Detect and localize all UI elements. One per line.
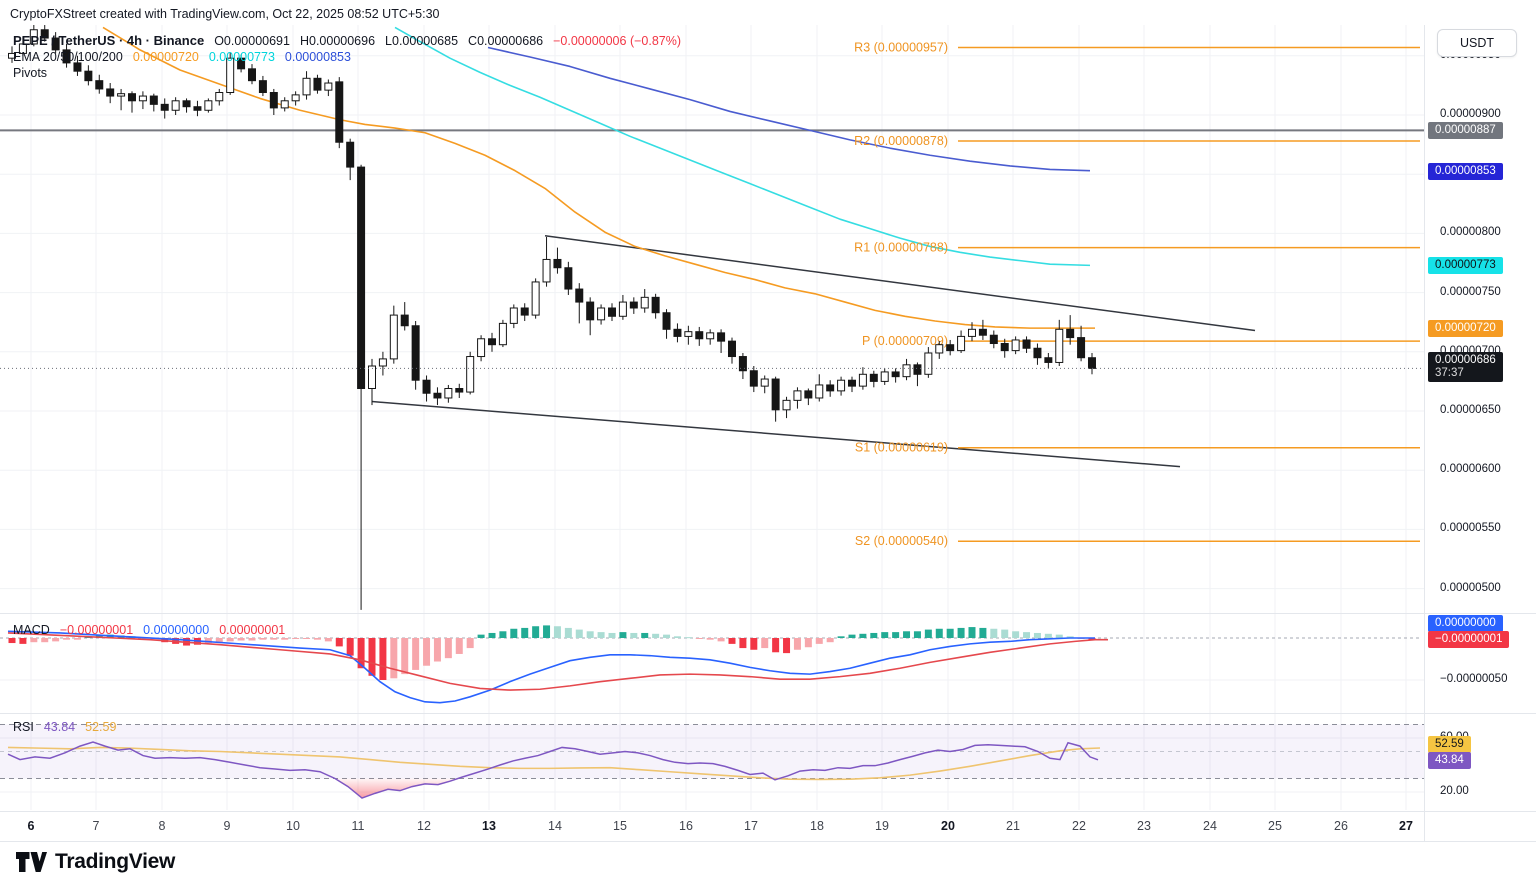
price-axis-label: 20.00	[1440, 785, 1469, 797]
time-axis-label: 6	[27, 819, 35, 833]
time-axis-label: 10	[286, 819, 300, 833]
ema-legend-row: EMA 20/50/100/200 0.00000720 0.00000773 …	[13, 49, 681, 65]
price-badge: 0.00000686 37:37	[1428, 352, 1503, 383]
time-axis-label: 9	[223, 819, 231, 833]
time-axis-label: 13	[482, 819, 496, 833]
tradingview-glyph-icon	[16, 852, 47, 872]
time-axis-label: 12	[417, 819, 431, 833]
price-axis-label: 0.00000800	[1440, 226, 1501, 239]
pivot-lines-layer: R3 (0.00000957) R2 (0.00000878) R1 (0.0000…	[854, 41, 1420, 548]
time-axis-label: 7	[92, 819, 100, 833]
open-value: O0.00000691	[214, 34, 290, 48]
ema-blue-line	[487, 46, 1091, 172]
price-axis-label: 0.00000900	[1440, 108, 1501, 120]
macd-signal-value: 0.00000001	[219, 623, 286, 637]
price-axis-label: 0.00000500	[1440, 581, 1501, 594]
time-axis-label: 18	[810, 819, 824, 833]
pivot-label: P (0.00000709)	[862, 334, 948, 348]
grid-layer	[0, 25, 1424, 810]
pane-separators	[0, 25, 1536, 842]
pivots-legend-row: Pivots	[13, 65, 681, 81]
pivot-label: S2 (0.00000540)	[855, 534, 948, 548]
change-value: −0.00000006 (−0.87%)	[553, 34, 682, 48]
time-axis-label: 26	[1334, 819, 1348, 833]
close-value: C0.00000686	[468, 34, 544, 48]
tradingview-logo[interactable]: TradingView	[16, 850, 175, 874]
ema-cyan-line	[394, 26, 1091, 267]
rsi-oversold-fill	[335, 778, 458, 799]
macd-pane	[0, 625, 1420, 704]
time-axis-label: 16	[679, 819, 693, 833]
lower-wedge-line	[371, 400, 1181, 468]
currency-toggle-button[interactable]: USDT	[1437, 29, 1517, 57]
price-badge: 0.00000887	[1428, 122, 1503, 140]
rsi-value: 43.84	[43, 720, 76, 734]
macd-signal-line	[7, 632, 1108, 691]
price-axis-label: 0.00000600	[1440, 463, 1501, 476]
price-axis-label: 0.00000650	[1440, 404, 1501, 416]
upper-wedge-line	[544, 235, 1256, 332]
ema-orange-line	[102, 26, 1095, 329]
pivot-label: R2 (0.00000878)	[854, 134, 948, 148]
candles-layer	[8, 25, 1096, 610]
tradingview-wordmark: TradingView	[55, 850, 176, 873]
price-axis-label: 0.00000750	[1440, 285, 1501, 298]
time-axis-label: 23	[1137, 819, 1151, 833]
macd-hist-value: −0.00000001	[59, 623, 134, 637]
symbol-legend: PEPE / TetherUS · 4h · Binance O0.000006…	[13, 33, 681, 81]
attribution-text: CryptoFXStreet created with TradingView.…	[10, 7, 440, 21]
rsi-indicator-label[interactable]: RSI	[13, 720, 34, 734]
macd-indicator-label[interactable]: MACD	[13, 623, 50, 637]
rsi-ma-line	[7, 746, 1101, 781]
macd-legend: MACD −0.00000001 0.00000000 0.00000001	[13, 622, 285, 638]
price-badge: 0.00000720	[1428, 320, 1503, 338]
time-axis-label: 15	[613, 819, 627, 833]
ema-orange-value: 0.00000720	[132, 50, 199, 64]
rsi-legend: RSI 43.84 52.59	[13, 719, 116, 735]
rsi-line	[7, 741, 1099, 799]
time-axis-label: 20	[941, 819, 955, 833]
time-axis-label: 19	[875, 819, 889, 833]
time-axis-label: 27	[1399, 819, 1413, 833]
price-badge: 43.84	[1428, 752, 1471, 769]
price-badge: −0.00000001	[1428, 631, 1510, 648]
symbol-row: PEPE / TetherUS · 4h · Binance O0.000006…	[13, 33, 681, 49]
time-axis-label: 8	[158, 819, 166, 833]
time-axis-label: 14	[548, 819, 562, 833]
ema-indicator-label[interactable]: EMA 20/50/100/200	[13, 50, 123, 64]
time-axis-label: 17	[744, 819, 758, 833]
price-badge: 0.00000773	[1428, 257, 1503, 275]
macd-line	[7, 630, 1095, 704]
rsi-pane	[0, 723, 1424, 799]
pivot-label: S1 (0.00000619)	[855, 441, 948, 455]
time-axis-label: 24	[1203, 819, 1217, 833]
pivot-label: R1 (0.00000788)	[854, 241, 948, 255]
price-axis-label: −0.00000050	[1440, 673, 1508, 685]
ema-cyan-value: 0.00000773	[208, 50, 275, 64]
low-value: L0.00000685	[385, 34, 459, 48]
rsi-ma-value: 52.59	[85, 720, 117, 734]
time-axis-label: 25	[1268, 819, 1282, 833]
price-badge: 52.59	[1428, 736, 1471, 753]
high-value: H0.00000696	[299, 34, 376, 48]
price-badge: 0.00000000	[1428, 615, 1503, 632]
time-axis-label: 22	[1072, 819, 1086, 833]
pivots-indicator-label[interactable]: Pivots	[13, 66, 48, 80]
pivot-label: R3 (0.00000957)	[854, 41, 948, 55]
price-badge: 0.00000853	[1428, 162, 1503, 180]
ema-blue-value: 0.00000853	[284, 50, 351, 64]
price-axis-label: 0.00000550	[1440, 522, 1501, 535]
macd-line-value: 0.00000000	[143, 623, 210, 637]
time-axis-label: 21	[1006, 819, 1020, 833]
main-price-pane	[0, 26, 1424, 468]
time-axis-label: 11	[351, 819, 365, 833]
symbol-title[interactable]: PEPE / TetherUS · 4h · Binance	[13, 33, 205, 48]
